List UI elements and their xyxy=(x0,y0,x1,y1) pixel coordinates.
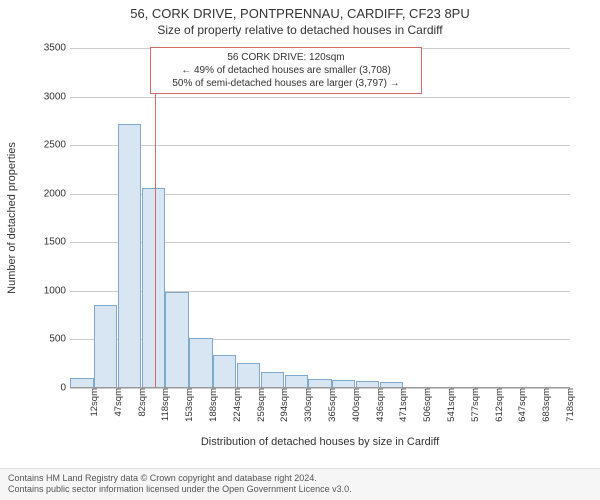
bar xyxy=(261,372,284,389)
x-tick-label: 118sqm xyxy=(156,388,171,421)
marker-line xyxy=(155,48,156,388)
x-tick-label: 153sqm xyxy=(180,388,195,422)
x-tick-label: 506sqm xyxy=(418,388,433,422)
bar xyxy=(142,188,165,388)
x-tick-label: 224sqm xyxy=(228,388,243,422)
x-tick-label: 294sqm xyxy=(275,388,290,422)
page-title: 56, CORK DRIVE, PONTPRENNAU, CARDIFF, CF… xyxy=(0,0,600,21)
footer-line-2: Contains public sector information licen… xyxy=(8,484,592,496)
footer: Contains HM Land Registry data © Crown c… xyxy=(0,468,600,500)
bar-chart: 050010001500200025003000350012sqm47sqm82… xyxy=(70,48,570,388)
x-tick-label: 400sqm xyxy=(347,388,362,422)
y-tick-label: 3500 xyxy=(44,43,70,54)
y-tick-label: 2000 xyxy=(44,188,70,199)
annotation-box: 56 CORK DRIVE: 120sqm ← 49% of detached … xyxy=(150,47,422,94)
annotation-line-2: ← 49% of detached houses are smaller (3,… xyxy=(157,64,415,77)
annotation-line-3: 50% of semi-detached houses are larger (… xyxy=(157,77,415,90)
x-tick-label: 577sqm xyxy=(466,388,481,422)
bar xyxy=(165,292,188,388)
bar xyxy=(94,305,117,388)
y-tick-label: 1500 xyxy=(44,237,70,248)
x-tick-label: 647sqm xyxy=(513,388,528,422)
x-tick-label: 471sqm xyxy=(394,388,409,422)
x-tick-label: 47sqm xyxy=(109,388,124,417)
x-tick-label: 330sqm xyxy=(299,388,314,422)
y-tick-label: 0 xyxy=(60,383,70,394)
x-axis-title: Distribution of detached houses by size … xyxy=(70,436,570,448)
y-tick-label: 3000 xyxy=(44,91,70,102)
annotation-line-1: 56 CORK DRIVE: 120sqm xyxy=(157,51,415,64)
bar xyxy=(189,338,212,389)
gridline xyxy=(70,145,570,146)
y-tick-label: 2500 xyxy=(44,140,70,151)
y-tick-label: 500 xyxy=(49,334,70,345)
x-tick-label: 436sqm xyxy=(371,388,386,422)
bar xyxy=(118,124,141,388)
y-axis-title: Number of detached properties xyxy=(6,142,18,294)
y-tick-label: 1000 xyxy=(44,285,70,296)
x-tick-label: 82sqm xyxy=(133,388,148,417)
gridline xyxy=(70,97,570,98)
x-tick-label: 12sqm xyxy=(85,388,100,417)
x-tick-label: 188sqm xyxy=(204,388,219,422)
x-tick-label: 259sqm xyxy=(252,388,267,422)
page-subtitle: Size of property relative to detached ho… xyxy=(0,21,600,37)
x-tick-label: 541sqm xyxy=(442,388,457,422)
bar xyxy=(213,355,236,388)
x-tick-label: 365sqm xyxy=(323,388,338,422)
x-tick-label: 718sqm xyxy=(561,388,576,422)
x-tick-label: 683sqm xyxy=(537,388,552,422)
x-axis-line xyxy=(70,387,570,388)
bar xyxy=(237,363,260,388)
x-tick-label: 612sqm xyxy=(490,388,505,422)
footer-line-1: Contains HM Land Registry data © Crown c… xyxy=(8,473,592,485)
